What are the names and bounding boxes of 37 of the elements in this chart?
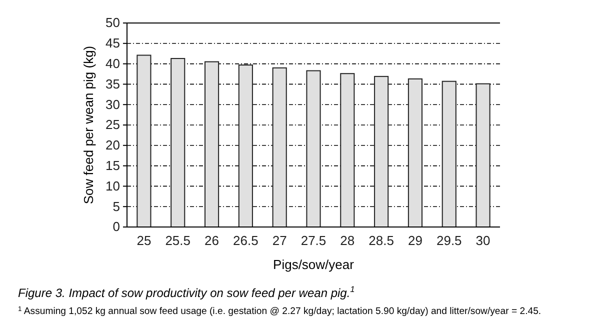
text: Figure 3. Impact of sow productivity on sow feed per wean pig.$^{1}$	[18, 284, 355, 300]
x-tick-label: 25	[136, 233, 152, 248]
y-tick-label: 5	[112, 198, 120, 214]
y-tick-label: 45	[106, 36, 120, 51]
bar	[340, 73, 355, 228]
y-tick-label: 20	[106, 138, 120, 153]
bar	[306, 70, 321, 228]
y-tick-label: 15	[106, 158, 120, 173]
x-tick-label: 28	[340, 233, 355, 248]
y-axis-title: Sow feed per wean pig (kg)	[81, 46, 96, 204]
x-tick-label: 30	[476, 233, 490, 248]
x-tick-label: 29	[408, 233, 422, 248]
x-tick-label: 26.5	[233, 233, 258, 248]
x-tick-label: 26	[204, 233, 220, 248]
bar	[238, 64, 253, 228]
x-tick-label: 27.5	[300, 233, 326, 248]
bar	[204, 61, 220, 228]
text: $^{1}$ Assuming 1,052 kg annual sow feed usage (i.e. gestation @ 2.27 kg/day; lactation 5.90 kg/day) and litter/sow/year = 2.45.	[18, 306, 542, 317]
x-tick-label: 25.5	[165, 233, 191, 248]
x-tick-label: 29.5	[436, 233, 462, 248]
y-tick-label: 30	[106, 96, 120, 112]
x-tick-label: 27	[272, 233, 287, 248]
y-tick-label: 40	[106, 56, 120, 71]
y-tick-label: 50	[106, 15, 120, 30]
y-tick-label: 35	[106, 76, 120, 92]
bar	[170, 58, 186, 228]
bar	[476, 83, 490, 228]
bar	[442, 80, 456, 228]
y-tick-label: 25	[106, 117, 120, 132]
x-tick-label: 28.5	[368, 233, 394, 248]
bar	[272, 67, 287, 228]
x-axis-title: Pigs/sow/year	[273, 257, 355, 272]
bar	[136, 54, 152, 228]
y-tick-label: 0	[112, 219, 120, 234]
y-tick-label: 10	[106, 178, 120, 194]
bar	[374, 76, 389, 228]
bar	[408, 78, 423, 228]
